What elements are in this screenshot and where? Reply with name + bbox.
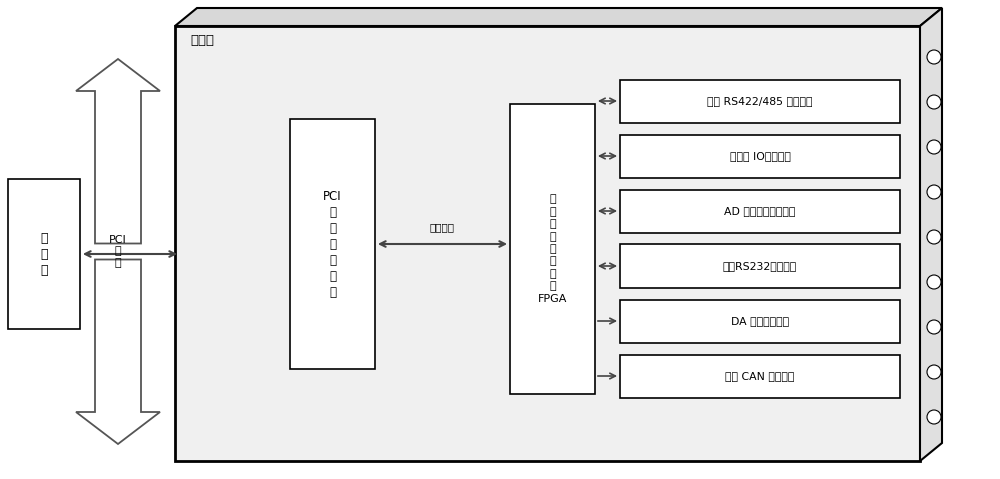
Text: AD 信号采集接口电路: AD 信号采集接口电路 <box>724 206 796 216</box>
Circle shape <box>927 320 941 334</box>
Polygon shape <box>175 8 942 26</box>
Circle shape <box>927 275 941 289</box>
FancyBboxPatch shape <box>620 135 900 178</box>
FancyBboxPatch shape <box>8 179 80 329</box>
FancyBboxPatch shape <box>620 80 900 123</box>
Text: DA 信号接口电路: DA 信号接口电路 <box>731 316 789 326</box>
Text: 可配置 IO接口电路: 可配置 IO接口电路 <box>730 151 790 161</box>
Text: 现
场
可
编
程
门
阵
列
FPGA: 现 场 可 编 程 门 阵 列 FPGA <box>538 194 567 304</box>
Circle shape <box>927 50 941 64</box>
FancyBboxPatch shape <box>290 119 375 369</box>
Text: 计
算
机: 计 算 机 <box>40 231 48 276</box>
Circle shape <box>927 185 941 199</box>
FancyBboxPatch shape <box>620 244 900 287</box>
Text: 测试卡: 测试卡 <box>190 34 214 47</box>
FancyBboxPatch shape <box>620 354 900 398</box>
FancyBboxPatch shape <box>510 104 595 394</box>
Text: PCI
总
线: PCI 总 线 <box>109 235 127 268</box>
Circle shape <box>927 140 941 154</box>
Circle shape <box>927 410 941 424</box>
Text: 隔离 CAN 接口电路: 隔离 CAN 接口电路 <box>725 371 795 381</box>
FancyBboxPatch shape <box>620 190 900 232</box>
Circle shape <box>927 365 941 379</box>
Circle shape <box>927 95 941 109</box>
Polygon shape <box>76 59 160 243</box>
FancyBboxPatch shape <box>620 299 900 342</box>
Polygon shape <box>920 8 942 461</box>
FancyBboxPatch shape <box>175 26 920 461</box>
Text: 隔离 RS422/485 接口电路: 隔离 RS422/485 接口电路 <box>707 96 813 106</box>
Text: PCI
总
线
接
口
芯
片: PCI 总 线 接 口 芯 片 <box>323 190 342 298</box>
Text: 本地总线: 本地总线 <box>430 222 455 232</box>
Polygon shape <box>76 260 160 444</box>
Text: 隔离RS232接口电路: 隔离RS232接口电路 <box>723 261 797 271</box>
Circle shape <box>927 230 941 244</box>
